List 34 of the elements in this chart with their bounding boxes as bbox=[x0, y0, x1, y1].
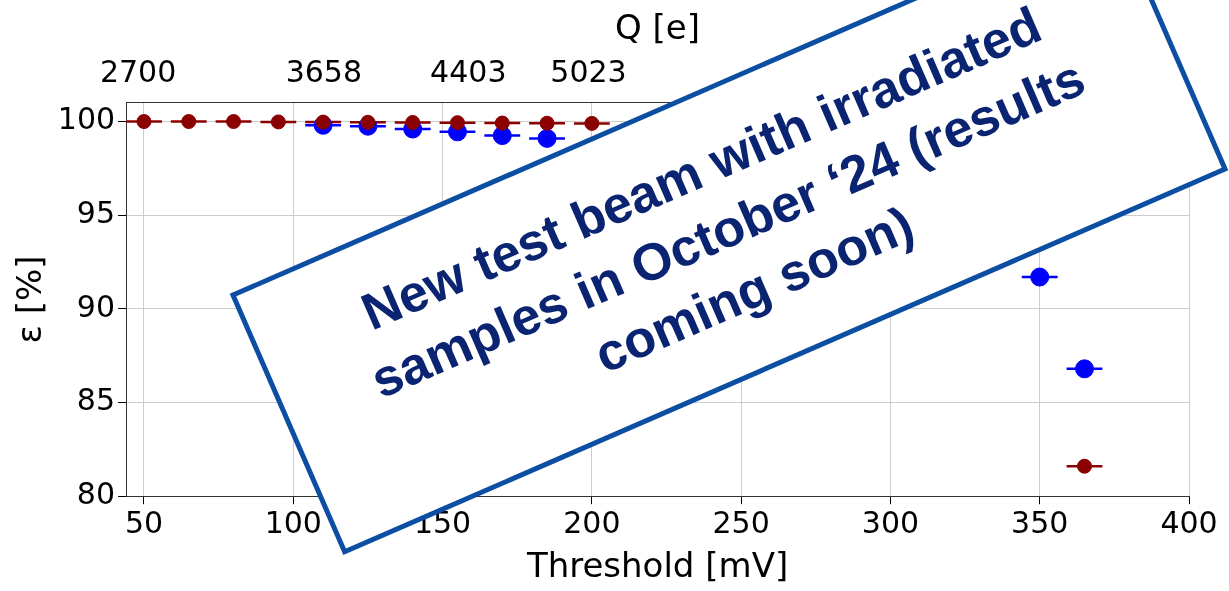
x-tick-label: 400 bbox=[1160, 505, 1218, 540]
point bbox=[136, 114, 152, 130]
point bbox=[405, 114, 421, 130]
point bbox=[537, 128, 557, 148]
point bbox=[270, 114, 286, 130]
point bbox=[1077, 458, 1092, 474]
x2-tick-label: 3658 bbox=[285, 53, 363, 89]
y-tick-label: 100 bbox=[57, 101, 116, 137]
x2-axis-title: Q [e] bbox=[615, 7, 701, 48]
point bbox=[315, 114, 331, 130]
point bbox=[539, 115, 555, 131]
point bbox=[494, 115, 510, 131]
x-tick-label: 100 bbox=[264, 505, 322, 540]
point bbox=[226, 114, 242, 130]
point bbox=[584, 115, 600, 131]
point bbox=[181, 114, 197, 130]
point bbox=[449, 115, 465, 131]
x-tick-label: 200 bbox=[563, 505, 621, 540]
x2-tick-label: 2700 bbox=[99, 53, 177, 89]
y-axis-title: ε [%] bbox=[9, 255, 50, 344]
x-tick-label: 300 bbox=[861, 505, 920, 540]
point bbox=[360, 114, 376, 130]
x-tick-label: 50 bbox=[124, 505, 164, 540]
x-axis-title: Threshold [mV] bbox=[525, 545, 789, 586]
point bbox=[1075, 359, 1094, 379]
y-tick-label: 85 bbox=[76, 382, 116, 418]
y-tick-label: 90 bbox=[76, 288, 116, 324]
x2-tick-label: 4403 bbox=[430, 53, 507, 89]
point bbox=[1030, 267, 1050, 287]
x2-tick-label: 5023 bbox=[550, 53, 627, 89]
y-tick-label: 95 bbox=[76, 195, 116, 230]
y-tick-label: 80 bbox=[76, 476, 116, 511]
x-tick-label: 250 bbox=[712, 505, 770, 540]
x-tick-label: 350 bbox=[1011, 505, 1069, 540]
